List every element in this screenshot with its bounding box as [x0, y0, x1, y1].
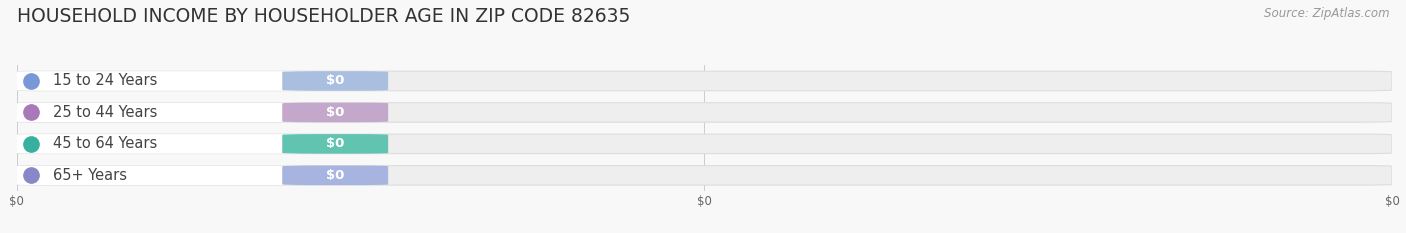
FancyBboxPatch shape [283, 103, 388, 122]
Text: Source: ZipAtlas.com: Source: ZipAtlas.com [1264, 7, 1389, 20]
Text: $0: $0 [326, 137, 344, 150]
Text: 15 to 24 Years: 15 to 24 Years [52, 73, 157, 89]
FancyBboxPatch shape [283, 71, 388, 91]
Text: $0: $0 [326, 169, 344, 182]
Text: 65+ Years: 65+ Years [52, 168, 127, 183]
FancyBboxPatch shape [17, 166, 1392, 185]
Text: HOUSEHOLD INCOME BY HOUSEHOLDER AGE IN ZIP CODE 82635: HOUSEHOLD INCOME BY HOUSEHOLDER AGE IN Z… [17, 7, 630, 26]
Text: $0: $0 [326, 106, 344, 119]
Text: $0: $0 [326, 75, 344, 87]
FancyBboxPatch shape [17, 71, 312, 91]
FancyBboxPatch shape [17, 134, 312, 154]
FancyBboxPatch shape [17, 103, 1392, 122]
FancyBboxPatch shape [17, 71, 1392, 91]
FancyBboxPatch shape [17, 103, 312, 122]
FancyBboxPatch shape [283, 134, 388, 154]
Text: 25 to 44 Years: 25 to 44 Years [52, 105, 157, 120]
FancyBboxPatch shape [17, 166, 312, 185]
FancyBboxPatch shape [283, 166, 388, 185]
FancyBboxPatch shape [17, 134, 1392, 154]
Text: 45 to 64 Years: 45 to 64 Years [52, 136, 157, 151]
